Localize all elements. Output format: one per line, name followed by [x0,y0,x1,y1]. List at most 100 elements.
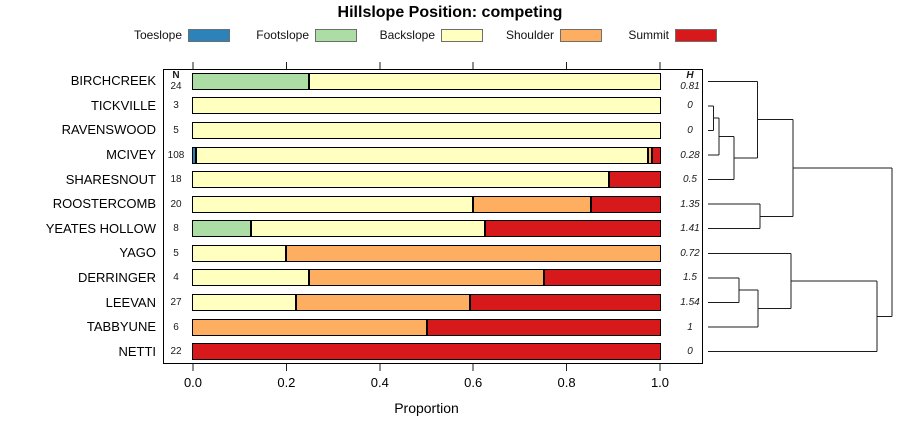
legend-item: Summit [529,26,717,44]
bar-segment-backslope [192,294,297,312]
legend-swatch-shoulder [560,28,602,42]
row-label: SHARESNOUT [65,171,156,187]
row-label: YEATES HOLLOW [45,220,156,236]
row-h-value: 0 [687,124,693,136]
bar-segment-toeslope [192,146,197,164]
stacked-bar [192,72,661,90]
bar-segment-backslope [192,97,661,115]
bar-segment-summit [426,318,661,336]
stacked-bar [192,294,661,312]
row-label: ROOSTERCOMB [52,196,156,212]
bar-segment-shoulder [647,146,653,164]
row-h-value: 0.81 [680,80,700,92]
bar-segment-shoulder [285,244,661,262]
row-h-value: 0 [687,346,693,358]
bar-segment-footslope [192,72,310,90]
stacked-bar [192,97,661,115]
stacked-bar [192,171,661,189]
row-h-value: 1.5 [683,272,697,284]
bar-segment-shoulder [296,294,470,312]
legend-label: Shoulder [505,28,554,42]
row-label: LEEVAN [105,294,156,310]
axis-tick-label: 0.2 [277,375,296,390]
row-label: RAVENSWOOD [61,122,156,138]
bar-segment-backslope [192,269,310,287]
n-column-header: N [172,69,180,81]
row-n-value: 5 [173,124,179,136]
row-n-value: 6 [173,321,179,333]
row-n-value: 27 [170,297,182,309]
x-axis-title: Proportion [394,400,459,416]
axis-tick-label: 1.0 [650,375,670,390]
stacked-bar [192,195,661,213]
axis-tick-label: 0.8 [557,375,576,390]
bar-segment-summit [469,294,661,312]
stacked-bar [192,220,661,238]
stacked-bar [192,318,661,336]
bar-segment-summit [652,146,661,164]
row-label: TABBYUNE [86,319,156,335]
legend-swatch-footslope [315,28,357,42]
row-label: DERRINGER [77,269,156,285]
bar-segment-summit [543,269,661,287]
row-label: TICKVILLE [90,97,156,113]
legend-swatch-toeslope [188,28,230,42]
stacked-bar [192,343,661,361]
row-label: NETTI [118,343,156,359]
bar-segment-summit [590,195,661,213]
row-n-value: 8 [173,223,179,235]
chart-title: Hillslope Position: competing [337,4,563,21]
row-h-value: 0.72 [680,247,700,259]
legend-swatch-backslope [441,28,483,42]
bar-segment-summit [192,343,661,361]
bar-segment-backslope [309,72,661,90]
legend-item: Toeslope [42,26,230,44]
row-h-value: 1.35 [680,198,700,210]
legend-swatch-summit [675,28,717,42]
bar-segment-backslope [192,244,286,262]
row-h-value: 1 [687,321,693,333]
legend-item: Shoulder [414,26,602,44]
row-n-value: 4 [173,272,179,284]
h-column-header: H [686,69,694,81]
legend-item: Backslope [295,26,483,44]
bar-segment-shoulder [309,269,544,287]
row-n-value: 24 [170,80,182,92]
row-n-value: 3 [173,100,179,112]
legend-label: Summit [628,28,669,42]
axis-tick-label: 0.6 [464,375,483,390]
row-h-value: 0.5 [683,174,697,186]
legend-label: Backslope [379,28,435,42]
bar-segment-backslope [192,121,661,139]
row-n-value: 20 [170,198,182,210]
stacked-bar [192,269,661,287]
bar-segment-summit [608,171,661,189]
row-h-value: 0 [687,100,693,112]
bar-segment-summit [485,220,661,238]
bar-segment-shoulder [473,195,591,213]
axis-tick-label: 0.4 [370,375,389,390]
row-n-value: 22 [170,346,182,358]
plot-frame [163,69,703,364]
row-label: BIRCHCREEK [70,73,156,89]
row-label: MCIVEY [106,147,156,163]
stacked-bar [192,121,661,139]
bar-segment-backslope [192,195,474,213]
bar-segment-backslope [250,220,486,238]
bar-segment-shoulder [192,318,427,336]
stacked-bar [192,146,661,164]
bar-segment-footslope [192,220,251,238]
bar-segment-backslope [192,171,609,189]
stacked-bar [192,244,661,262]
row-h-value: 1.54 [680,297,700,309]
row-label: YAGO [119,245,156,261]
row-h-value: 1.41 [680,223,700,235]
axis-tick-label: 0.0 [183,375,203,390]
bar-segment-backslope [196,146,648,164]
row-n-value: 5 [173,247,179,259]
legend-item: Footslope [169,26,357,44]
row-h-value: 0.28 [680,149,700,161]
legend-label: Toeslope [133,28,182,42]
legend-label: Footslope [256,28,309,42]
